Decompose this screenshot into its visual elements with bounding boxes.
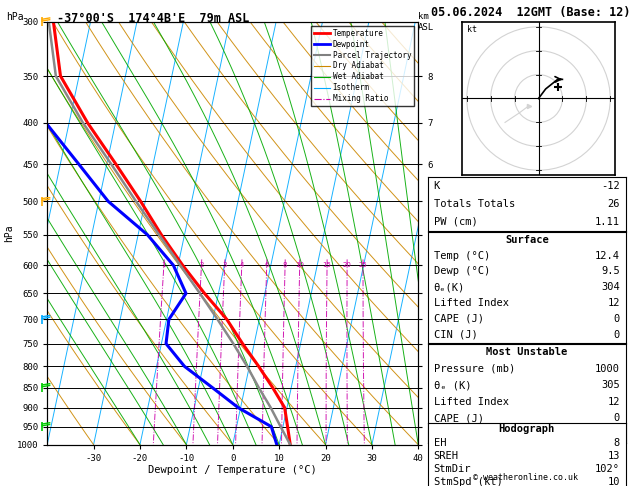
Text: 9.5: 9.5 bbox=[601, 266, 620, 277]
Text: CIN (J): CIN (J) bbox=[433, 430, 477, 440]
Text: hPa: hPa bbox=[6, 12, 24, 22]
Text: 0: 0 bbox=[614, 430, 620, 440]
Text: Surface: Surface bbox=[505, 235, 548, 245]
Text: StmDir: StmDir bbox=[433, 464, 471, 474]
Text: Hodograph: Hodograph bbox=[499, 424, 555, 434]
Text: 0: 0 bbox=[614, 314, 620, 324]
X-axis label: Dewpoint / Temperature (°C): Dewpoint / Temperature (°C) bbox=[148, 466, 317, 475]
Text: CIN (J): CIN (J) bbox=[433, 330, 477, 340]
Text: EH: EH bbox=[433, 437, 446, 448]
Text: Pressure (mb): Pressure (mb) bbox=[433, 364, 515, 374]
Text: θₑ (K): θₑ (K) bbox=[433, 380, 471, 390]
Text: 305: 305 bbox=[601, 380, 620, 390]
Text: 0: 0 bbox=[614, 330, 620, 340]
Text: CAPE (J): CAPE (J) bbox=[433, 413, 484, 423]
Text: 8: 8 bbox=[283, 262, 287, 268]
Text: 6: 6 bbox=[264, 262, 269, 268]
Y-axis label: Mixing Ratio (g/kg): Mixing Ratio (g/kg) bbox=[448, 182, 457, 284]
Text: θₑ(K): θₑ(K) bbox=[433, 282, 465, 292]
Text: 15: 15 bbox=[323, 262, 331, 268]
Text: Dewp (°C): Dewp (°C) bbox=[433, 266, 490, 277]
Text: Totals Totals: Totals Totals bbox=[433, 199, 515, 209]
Text: 1.11: 1.11 bbox=[595, 217, 620, 227]
Text: -37°00'S  174°4B'E  79m ASL: -37°00'S 174°4B'E 79m ASL bbox=[57, 12, 249, 25]
Text: Temp (°C): Temp (°C) bbox=[433, 251, 490, 260]
Text: PW (cm): PW (cm) bbox=[433, 217, 477, 227]
Text: 3: 3 bbox=[223, 262, 227, 268]
Text: 10: 10 bbox=[295, 262, 304, 268]
Y-axis label: hPa: hPa bbox=[4, 225, 14, 242]
Text: SREH: SREH bbox=[433, 451, 459, 461]
Text: 102°: 102° bbox=[595, 464, 620, 474]
Text: 25: 25 bbox=[359, 262, 367, 268]
Text: 8: 8 bbox=[614, 437, 620, 448]
Text: 0: 0 bbox=[614, 413, 620, 423]
Text: 13: 13 bbox=[608, 451, 620, 461]
Text: © weatheronline.co.uk: © weatheronline.co.uk bbox=[473, 473, 577, 482]
Text: -12: -12 bbox=[601, 181, 620, 191]
Text: 1000: 1000 bbox=[595, 364, 620, 374]
Text: CAPE (J): CAPE (J) bbox=[433, 314, 484, 324]
Text: 1: 1 bbox=[162, 262, 166, 268]
Text: 12: 12 bbox=[608, 397, 620, 407]
Legend: Temperature, Dewpoint, Parcel Trajectory, Dry Adiabat, Wet Adiabat, Isotherm, Mi: Temperature, Dewpoint, Parcel Trajectory… bbox=[311, 26, 415, 106]
Text: K: K bbox=[433, 181, 440, 191]
Text: 05.06.2024  12GMT (Base: 12): 05.06.2024 12GMT (Base: 12) bbox=[431, 6, 629, 19]
Text: Lifted Index: Lifted Index bbox=[433, 397, 509, 407]
Text: 10: 10 bbox=[608, 477, 620, 486]
Text: 4: 4 bbox=[240, 262, 244, 268]
Text: 20: 20 bbox=[343, 262, 352, 268]
Text: 304: 304 bbox=[601, 282, 620, 292]
Text: StmSpd (kt): StmSpd (kt) bbox=[433, 477, 503, 486]
Text: 2: 2 bbox=[199, 262, 204, 268]
Text: 12: 12 bbox=[608, 298, 620, 308]
Text: Most Unstable: Most Unstable bbox=[486, 347, 567, 357]
Text: kt: kt bbox=[467, 25, 477, 34]
Text: km
ASL: km ASL bbox=[418, 12, 435, 32]
Text: 12.4: 12.4 bbox=[595, 251, 620, 260]
Text: 26: 26 bbox=[608, 199, 620, 209]
Text: Lifted Index: Lifted Index bbox=[433, 298, 509, 308]
